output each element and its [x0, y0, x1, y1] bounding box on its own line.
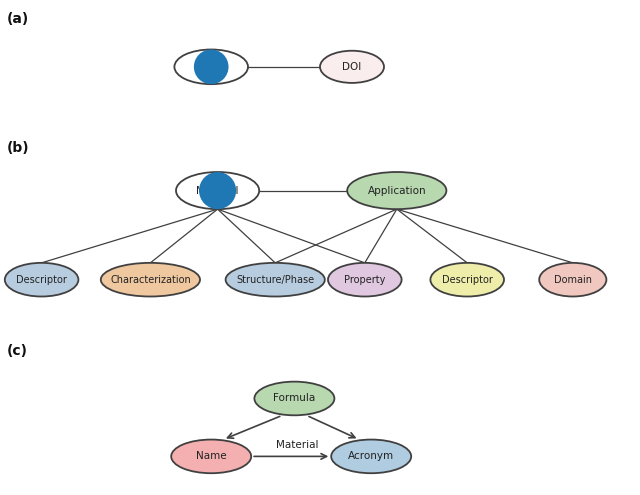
- Text: Acronym: Acronym: [348, 451, 394, 461]
- Text: (a): (a): [6, 12, 29, 26]
- Ellipse shape: [430, 263, 504, 297]
- Wedge shape: [203, 179, 232, 205]
- Text: Application: Application: [367, 186, 426, 196]
- Ellipse shape: [100, 263, 200, 297]
- Text: Property: Property: [344, 275, 385, 285]
- Wedge shape: [211, 53, 221, 67]
- Wedge shape: [211, 67, 225, 77]
- Ellipse shape: [255, 382, 335, 415]
- Text: Structure/Phase: Structure/Phase: [236, 275, 314, 285]
- Ellipse shape: [332, 440, 412, 473]
- Wedge shape: [211, 67, 221, 81]
- Text: Node: Node: [198, 62, 225, 72]
- Wedge shape: [197, 57, 211, 67]
- Text: Material: Material: [276, 441, 319, 450]
- Ellipse shape: [199, 172, 236, 209]
- Text: DOI: DOI: [342, 62, 362, 72]
- Wedge shape: [208, 176, 232, 191]
- Text: (c): (c): [6, 344, 28, 358]
- Ellipse shape: [320, 50, 384, 83]
- Wedge shape: [197, 67, 211, 77]
- Text: Descriptor: Descriptor: [442, 275, 493, 285]
- Wedge shape: [202, 67, 211, 81]
- Wedge shape: [211, 57, 225, 67]
- Ellipse shape: [194, 50, 228, 84]
- Text: Name: Name: [196, 451, 227, 461]
- Text: Descriptor: Descriptor: [16, 275, 67, 285]
- Text: (b): (b): [6, 141, 29, 155]
- Ellipse shape: [172, 440, 252, 473]
- Text: Characterization: Characterization: [110, 275, 191, 285]
- Ellipse shape: [539, 263, 607, 297]
- Text: Domain: Domain: [554, 275, 592, 285]
- Ellipse shape: [347, 172, 447, 209]
- Wedge shape: [202, 53, 211, 67]
- Ellipse shape: [4, 263, 79, 297]
- Text: Material: Material: [196, 186, 239, 196]
- Ellipse shape: [226, 263, 325, 297]
- Ellipse shape: [328, 263, 402, 297]
- Text: Formula: Formula: [273, 394, 316, 403]
